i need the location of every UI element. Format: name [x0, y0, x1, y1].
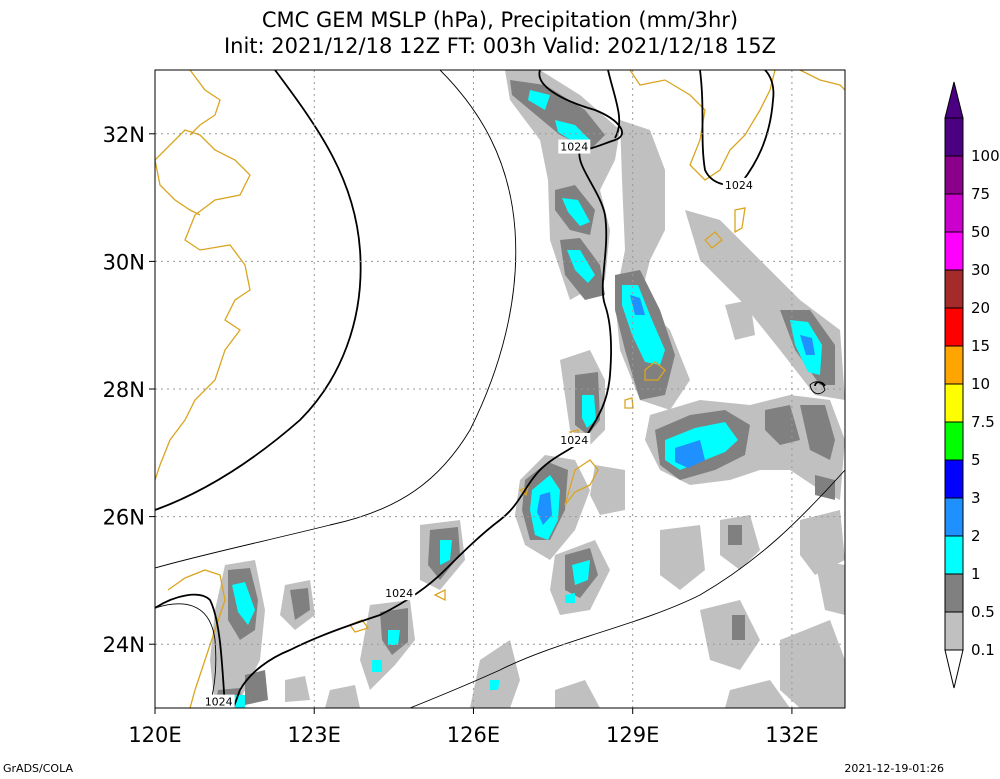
coastlines	[155, 70, 845, 708]
isobar-label-text: 1024	[205, 696, 233, 709]
isobar-label-text: 1024	[560, 141, 588, 154]
footer-software: GrADS/COLA	[3, 762, 73, 775]
colorbar-swatch	[944, 459, 964, 499]
lon-tick-label: 132E	[765, 723, 818, 747]
colorbar-label: 1	[971, 565, 981, 583]
colorbar-swatch	[944, 269, 964, 309]
lon-tick-label: 129E	[606, 723, 659, 747]
isobar-label-text: 1024	[725, 179, 753, 192]
lat-tick-label: 32N	[103, 123, 145, 147]
lat-tick-label: 24N	[103, 633, 145, 657]
lat-tick-label: 26N	[103, 506, 145, 530]
isobar-label-bg	[202, 694, 235, 708]
lon-tick-label: 126E	[447, 723, 500, 747]
isobar-label: 1024	[558, 139, 591, 154]
colorbar-label: 20	[971, 299, 990, 317]
footer-timestamp: 2021-12-19-01:26	[844, 762, 944, 775]
axis-ticks: 120E 123E 126E 129E 132E 24N 26N 28N 30N 32N	[103, 123, 819, 747]
colorbar-top-arrow	[944, 81, 964, 119]
colorbar-swatch	[944, 497, 964, 537]
colorbar-label: 7.5	[971, 413, 995, 431]
isobar-label: 1024	[722, 177, 755, 192]
isobar-label-bg	[383, 586, 416, 601]
colorbar-swatch	[944, 117, 964, 157]
isobar-label: 1024	[558, 433, 591, 448]
colorbar-swatch	[944, 421, 964, 461]
isobar-label-bg	[722, 177, 755, 192]
isobar-label-group: 1024 1024 1024 1024 1024	[202, 139, 755, 709]
colorbar-label: 10	[971, 375, 990, 393]
isobar-label-text: 1024	[560, 434, 588, 447]
grid-lines	[155, 70, 845, 708]
colorbar-swatch	[944, 573, 964, 613]
colorbar-swatch	[944, 345, 964, 385]
map-subtitle: Init: 2021/12/18 12Z FT: 003h Valid: 202…	[223, 34, 777, 58]
colorbar-label: 15	[971, 337, 990, 355]
colorbar-swatch	[944, 307, 964, 347]
colorbar-label: 5	[971, 451, 981, 469]
colorbar-label: 75	[971, 185, 990, 203]
colorbar-swatch	[944, 231, 964, 271]
colorbar-label: 0.1	[971, 641, 995, 659]
isobar-label: 1024	[202, 694, 235, 709]
colorbar-label: 3	[971, 489, 981, 507]
isobar-label: 1024	[383, 586, 416, 601]
colorbar-label: 100	[971, 147, 1000, 165]
colorbar-swatch	[944, 535, 964, 575]
colorbar-bottom-arrow	[944, 649, 964, 689]
colorbar-swatch	[944, 611, 964, 651]
colorbar-label: 30	[971, 261, 990, 279]
colorbar-label: 0.5	[971, 603, 995, 621]
precip-colorbar: 100 75 50 30 20 15 10 7.5 5 3 2 1 0.5 0.1	[944, 81, 1000, 689]
lat-tick-label: 30N	[103, 250, 145, 274]
isobar-label-bg	[558, 433, 591, 448]
colorbar-swatch	[944, 383, 964, 423]
isobar-label-bg	[558, 139, 591, 154]
lat-tick-label: 28N	[103, 378, 145, 402]
colorbar-label: 2	[971, 527, 981, 545]
colorbar-label: 50	[971, 223, 990, 241]
map-title: CMC GEM MSLP (hPa), Precipitation (mm/3h…	[261, 8, 739, 32]
colorbar-swatch	[944, 193, 964, 233]
lon-tick-label: 120E	[128, 723, 181, 747]
isobar-label-text: 1024	[385, 587, 413, 600]
colorbar-swatch	[944, 155, 964, 195]
lon-tick-label: 123E	[288, 723, 341, 747]
